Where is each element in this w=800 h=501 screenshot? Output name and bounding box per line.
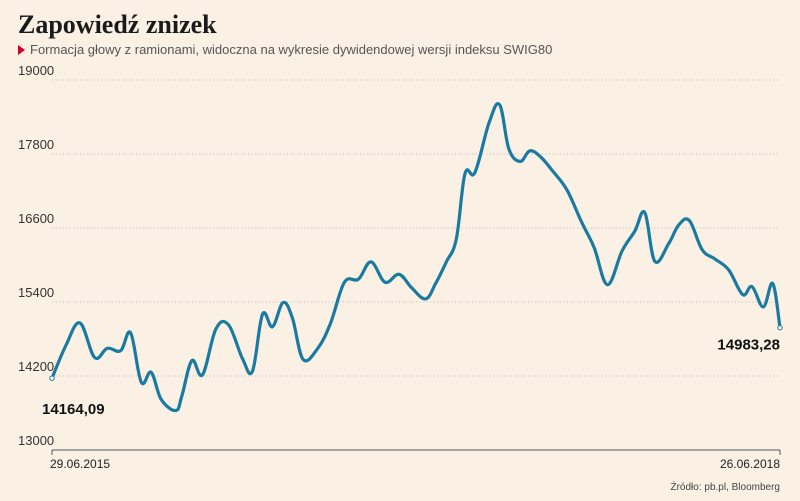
chart-subtitle: Formacja głowy z ramionami, widoczna na … [18,42,552,57]
x-tick-label: 29.06.2015 [50,457,110,471]
source-note: Źródło: pb.pl, Bloomberg [670,482,780,493]
y-tick-label: 17800 [18,137,54,152]
start-value-label: 14164,09 [42,401,105,418]
y-tick-label: 15400 [18,285,54,300]
subtitle-text: Formacja głowy z ramionami, widoczna na … [30,42,553,57]
series-line [50,102,782,413]
start-point-marker [49,375,55,381]
y-tick-label: 14200 [18,359,54,374]
end-value-label: 14983,28 [717,337,780,354]
y-tick-label: 13000 [18,433,54,448]
triangle-marker-icon [18,44,25,55]
y-tick-label: 16600 [18,211,54,226]
chart-title: Zapowiedź znizek [18,10,217,39]
x-tick-label: 26.06.2018 [720,457,780,471]
end-point-marker [777,324,783,331]
y-tick-label: 19000 [18,63,54,78]
